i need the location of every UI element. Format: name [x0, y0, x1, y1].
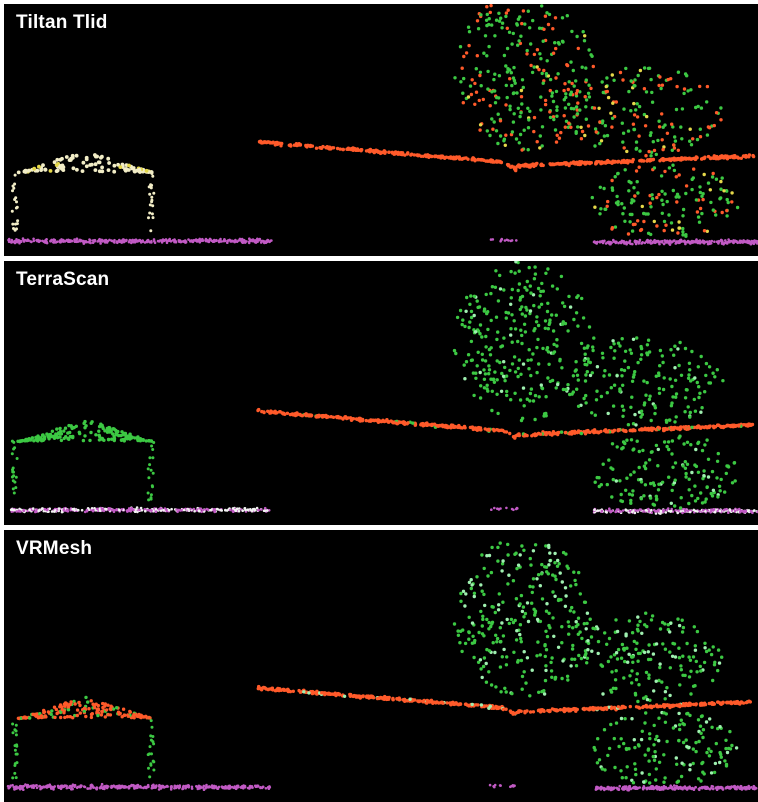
point-cloud-image — [7, 4, 758, 246]
panel-terrascan: TerraScan — [4, 261, 758, 525]
panel-tiltan-tlid: Tiltan Tlid — [4, 4, 758, 256]
panel-title: TerraScan — [16, 269, 110, 290]
panel-title: VRMesh — [16, 538, 93, 559]
panel-title: Tiltan Tlid — [16, 12, 108, 33]
point-cloud-image — [6, 541, 758, 792]
point-cloud-image — [9, 261, 758, 515]
panel-vrmesh: VRMesh — [4, 530, 758, 802]
